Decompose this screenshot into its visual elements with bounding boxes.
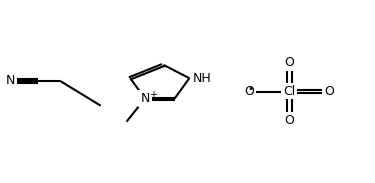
Text: +: + (149, 90, 157, 100)
Text: O: O (284, 114, 294, 127)
Text: N: N (6, 74, 15, 87)
Text: O: O (244, 85, 254, 98)
Text: O: O (324, 85, 334, 98)
Text: •: • (248, 84, 254, 94)
Text: Cl: Cl (283, 85, 295, 98)
Text: O: O (284, 56, 294, 69)
Text: NH: NH (193, 72, 212, 85)
Text: N: N (140, 92, 150, 105)
